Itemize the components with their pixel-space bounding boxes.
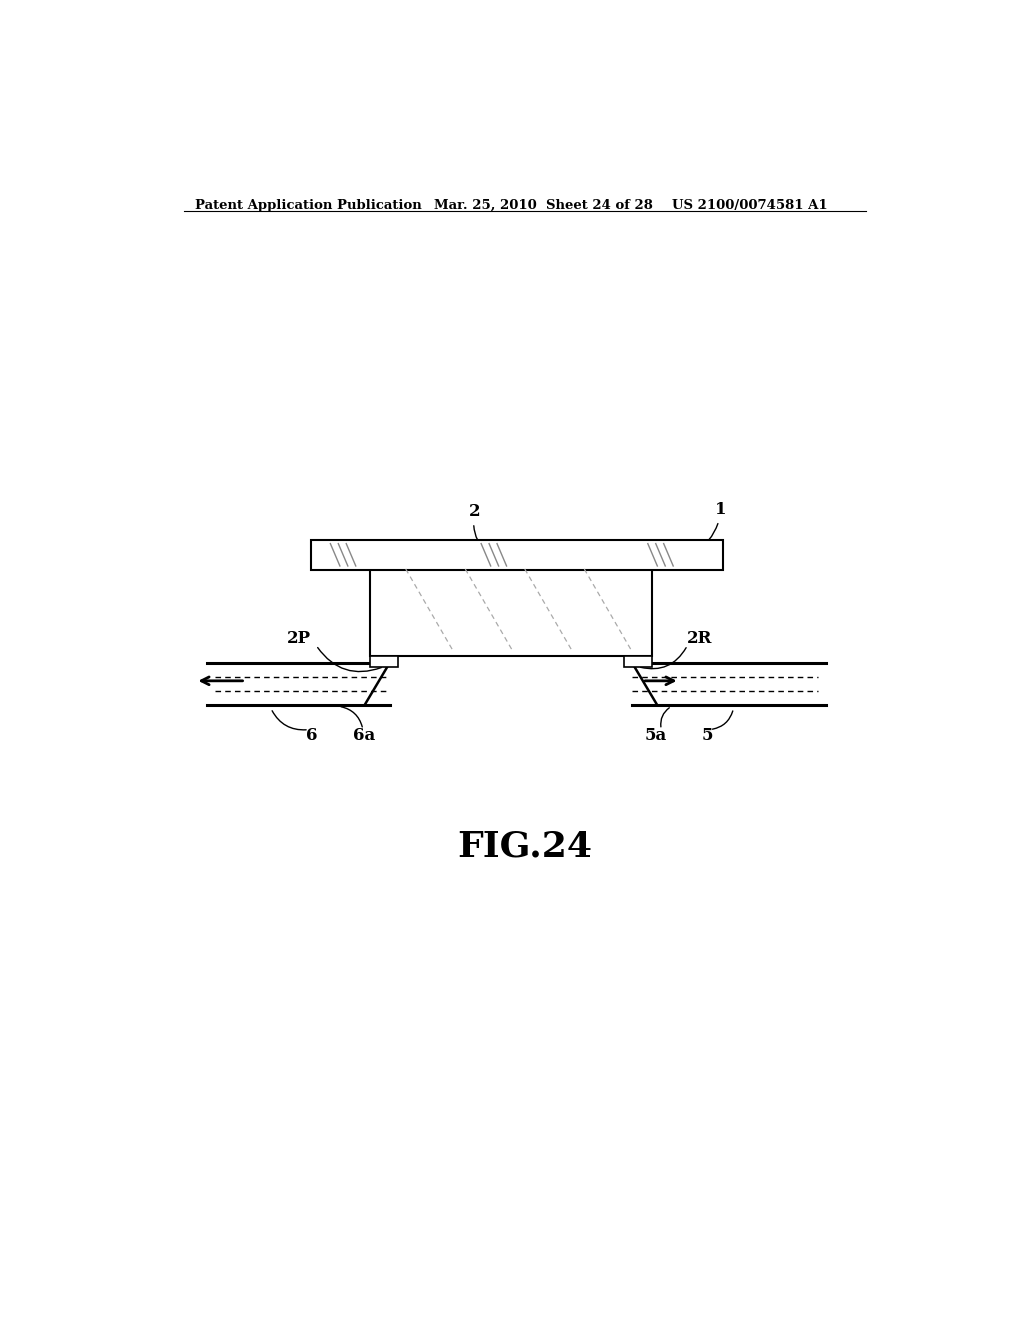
Text: 2R: 2R — [687, 630, 712, 647]
Text: US 2100/0074581 A1: US 2100/0074581 A1 — [672, 199, 827, 213]
Text: 6: 6 — [306, 727, 317, 744]
Text: Mar. 25, 2010  Sheet 24 of 28: Mar. 25, 2010 Sheet 24 of 28 — [433, 199, 652, 213]
Text: 2P: 2P — [287, 630, 310, 647]
Bar — [310, 540, 723, 570]
Text: 1: 1 — [694, 502, 727, 553]
Bar — [624, 656, 652, 667]
Bar — [370, 568, 651, 656]
Text: FIG.24: FIG.24 — [458, 829, 592, 863]
Text: 5: 5 — [701, 727, 713, 744]
Text: Patent Application Publication: Patent Application Publication — [196, 199, 422, 213]
Bar — [370, 656, 397, 667]
Text: 6a: 6a — [353, 727, 376, 744]
Text: 5a: 5a — [645, 727, 667, 744]
Text: 2: 2 — [469, 503, 487, 553]
